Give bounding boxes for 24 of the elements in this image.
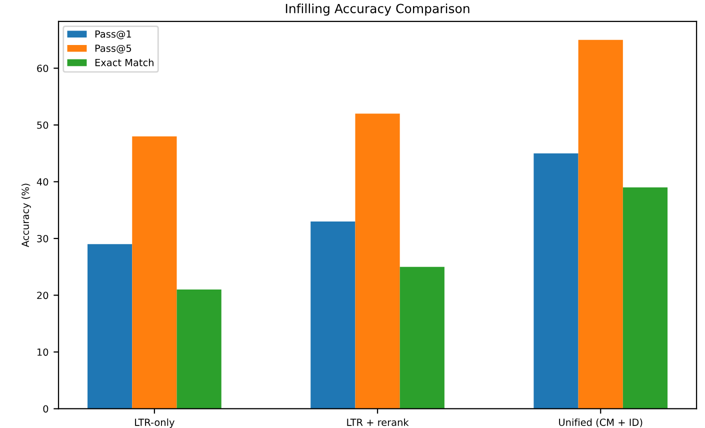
bar xyxy=(355,114,400,409)
bar xyxy=(400,266,444,409)
bar xyxy=(310,221,356,409)
bar xyxy=(622,187,668,409)
x-tick-label: LTR + rerank xyxy=(347,418,409,426)
bar xyxy=(176,290,222,409)
bar xyxy=(534,153,578,409)
x-tick-label: LTR-only xyxy=(135,418,174,428)
bar xyxy=(578,40,623,409)
y-tick-label: 60 xyxy=(37,64,48,72)
y-axis-title: Accuracy (%) xyxy=(21,184,31,248)
legend-label: Pass@5 xyxy=(95,44,132,54)
chart-title: Infilling Accuracy Comparison xyxy=(286,4,470,16)
legend-label: Exact Match xyxy=(95,58,154,66)
y-tick-label: 0 xyxy=(43,405,48,413)
y-tick-label: 40 xyxy=(36,178,48,186)
y-tick-label: 50 xyxy=(37,121,48,129)
bar xyxy=(132,136,177,409)
y-tick-label: 10 xyxy=(37,348,48,356)
x-tick-label: Unified (CM + ID) xyxy=(559,418,642,428)
y-tick-label: 20 xyxy=(37,292,48,300)
y-tick-label: 30 xyxy=(37,234,48,242)
bar xyxy=(88,244,132,409)
legend-label: Pass@1 xyxy=(95,30,132,40)
